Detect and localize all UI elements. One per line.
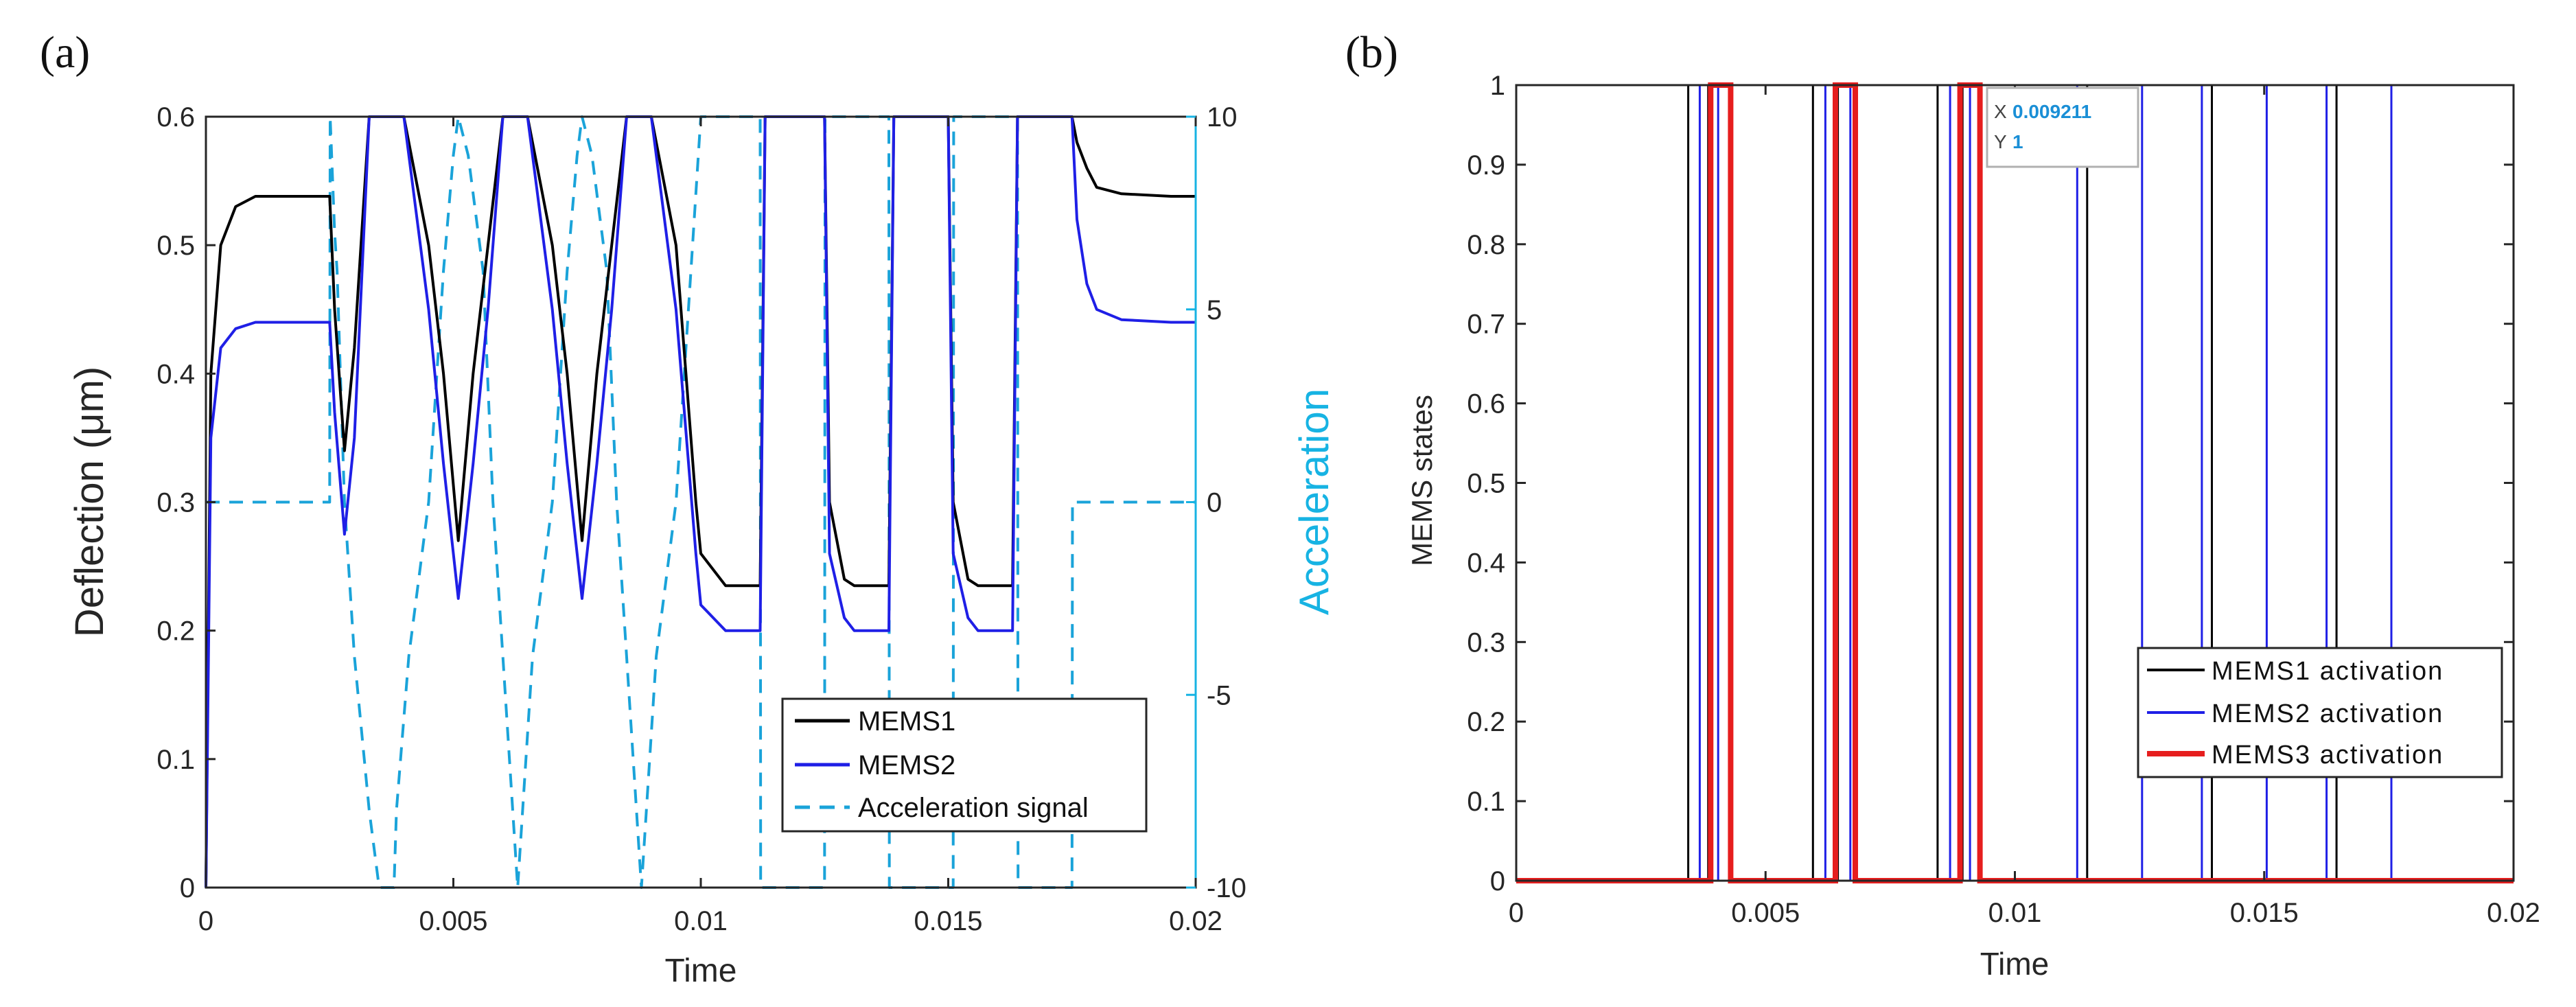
panel-b-ytick-label: 0.5 [1467, 469, 1505, 499]
datatip-x-value: 0.009211 [2012, 101, 2091, 122]
panel-b-ytick-label: 0.9 [1467, 150, 1505, 181]
legend-label-mems2: MEMS2 [858, 750, 955, 780]
panel-a-ytick-label: 0.3 [156, 488, 195, 518]
panel-b-xlabel: Time [1980, 946, 2050, 982]
panel-b-ytick-label: 0.6 [1467, 389, 1505, 419]
datatip-box[interactable] [1986, 86, 2139, 168]
panel-a-series-acceleration-signal [206, 115, 1196, 889]
panel-a-ytick-label: 0.6 [156, 102, 195, 132]
panel-b-legend: MEMS1 activation MEMS2 activation MEMS3 … [2137, 647, 2503, 778]
panel-a-ytick-label: 0 [180, 873, 195, 903]
datatip-x-label: X [1994, 101, 2007, 122]
panel-b-xtick-label: 0.02 [2487, 898, 2540, 928]
panel-a-ytick-label: 0.1 [156, 745, 195, 775]
panel-a-ytick-label: 0.5 [156, 231, 195, 261]
panel-a-xtick-label: 0.02 [1169, 906, 1222, 936]
panel-a-ytick-right-label: 5 [1207, 295, 1222, 325]
datatip-y-label: Y [1994, 131, 2007, 152]
legend-label-mems1-activation: MEMS1 activation [2212, 657, 2444, 686]
panel-b-xtick-label: 0 [1509, 898, 1524, 928]
panel-a-legend: MEMS1 MEMS2 Acceleration signal [781, 697, 1148, 833]
panel-a-ytick-label: 0.2 [156, 616, 195, 647]
panel-b-xtick-label: 0.01 [1988, 898, 2042, 928]
datatip-y-value: 1 [2012, 131, 2023, 152]
panel-b-ytick-label: 0.2 [1467, 707, 1505, 737]
panel-b-ytick-label: 0.7 [1467, 310, 1505, 340]
panel-b-ytick-label: 0.8 [1467, 230, 1505, 260]
panel-a-ytick-label: 0.4 [156, 359, 195, 389]
panel-b-ylabel: MEMS states [1406, 395, 1438, 566]
panel-b-ticks-group: 0 0.005 0.01 0.015 0.02 0 0.1 0.2 0.3 0.4 0.5 0.6 0.… [1467, 71, 2540, 928]
legend-label-mems3-activation: MEMS3 activation [2212, 741, 2444, 769]
panel-a-ytick-right-label: -5 [1207, 680, 1231, 710]
panel-b-ytick-label: 0.1 [1467, 787, 1505, 817]
panel-a-ylabel-right: Acceleration [1291, 389, 1337, 615]
panel-b-xtick-label: 0.015 [2230, 898, 2299, 928]
panel-a-xtick-label: 0.005 [419, 906, 487, 936]
legend-label-accel: Acceleration signal [858, 793, 1089, 823]
panel-b-xtick-label: 0.005 [1731, 898, 1800, 928]
panel-a-xlabel: Time [665, 953, 737, 989]
legend-label-mems1: MEMS1 [858, 706, 955, 737]
panel-b: (b) 0 0.005 0.01 0.015 0.0200.10.20.30.40.50… [1345, 27, 2540, 982]
panel-a-label: (a) [40, 27, 90, 78]
panel-a-ytick-right-label: -10 [1207, 873, 1246, 903]
panel-b-label: (b) [1345, 27, 1398, 78]
panel-a-ylabel: Deflection (μm) [67, 367, 112, 637]
panel-a-xtick-label: 0.01 [674, 906, 728, 936]
panel-a-xtick-label: 0 [198, 906, 213, 936]
panel-a-ytick-right-label: 10 [1207, 102, 1238, 132]
panel-a-ytick-right-label: 0 [1207, 488, 1222, 518]
legend-label-mems2-activation: MEMS2 activation [2212, 699, 2444, 728]
panel-b-ytick-label: 0.4 [1467, 548, 1505, 578]
panel-a: (a) 0 0.005 0.01 0.015 0.0200.10.20.30.40.50… [40, 27, 1337, 989]
panel-b-ytick-label: 1 [1490, 71, 1505, 101]
panel-a-ticks-group: 0 0.005 0.01 0.015 0.02 0 0.1 0.2 0.3 0.4 0.5 0.6 -1… [156, 102, 1246, 936]
datatip[interactable]: X 0.009211 Y 1 [1986, 86, 2139, 168]
panel-b-ytick-label: 0 [1490, 866, 1505, 896]
panel-a-xtick-label: 0.015 [914, 906, 982, 936]
panel-b-ytick-label: 0.3 [1467, 627, 1505, 658]
